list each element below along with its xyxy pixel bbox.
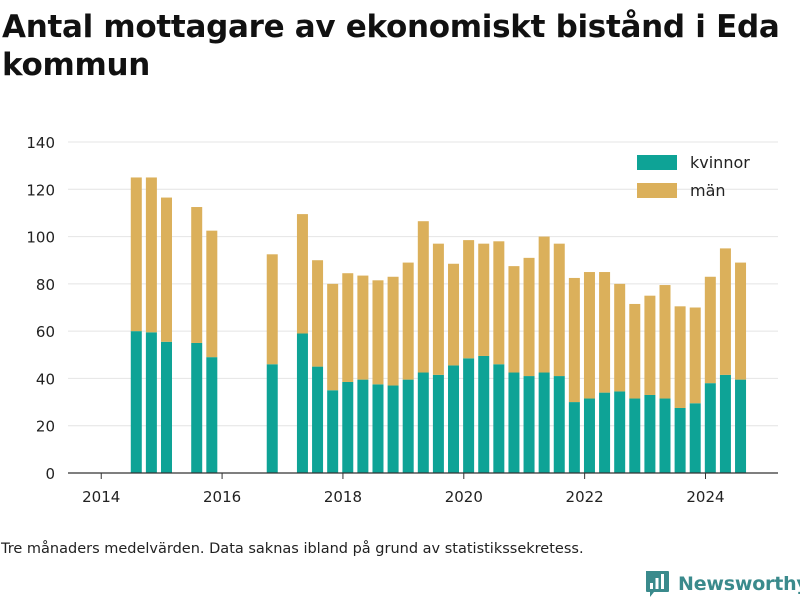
bar-kvinnor [568,402,580,473]
bar-man [357,275,369,380]
bar-man [266,254,278,365]
bar-kvinnor [523,376,535,473]
legend-label-man: män [690,181,726,200]
bar-man [689,307,701,404]
bars [130,177,747,473]
bar-kvinnor [538,372,550,473]
bar-kvinnor [266,364,278,473]
bar-kvinnor [296,333,308,473]
brand-name: Newsworthy [678,573,800,595]
bar-man [206,230,218,358]
bar-kvinnor [493,364,505,473]
y-tick-label: 80 [36,276,55,294]
bar-man [674,306,686,408]
bar-man [130,177,142,332]
y-tick-label: 140 [26,134,55,152]
legend-swatch-man [637,183,677,198]
bar-man [312,260,324,367]
bar-kvinnor [432,374,444,473]
legend-label-kvinnor: kvinnor [690,153,750,172]
bar-man [417,221,429,373]
footnote: Tre månaders medelvärden. Data saknas ib… [1,541,584,557]
y-tick-label: 20 [36,418,55,436]
bar-kvinnor [478,355,490,473]
x-tick-label: 2016 [203,488,241,506]
bar-kvinnor [659,398,671,473]
bar-kvinnor [160,341,172,473]
bar-kvinnor [674,407,686,473]
bar-kvinnor [191,342,203,473]
bar-kvinnor [704,383,716,473]
bar-kvinnor [735,379,747,473]
bar-man [735,262,747,380]
bar-man [583,272,595,399]
bar-man [387,276,399,386]
y-tick-label: 60 [36,323,55,341]
legend-swatch-kvinnor [637,155,677,170]
legend: kvinnor män [637,153,750,200]
y-tick-label: 40 [36,370,55,388]
bar-kvinnor [372,384,384,473]
bar-man [478,243,490,356]
y-tick-label: 120 [26,181,55,199]
y-tick-label: 0 [45,465,55,483]
bar-man [463,240,475,359]
bar-man [145,177,157,333]
bar-kvinnor [357,379,369,473]
bar-man [432,243,444,375]
bar-chart-logo-icon [646,571,669,597]
bar-kvinnor [206,357,218,473]
bar-man [402,262,414,380]
bar-man [553,243,565,377]
bar-man [614,283,626,392]
chart-title: Antal mottagare av ekonomiskt bistånd i … [2,9,780,83]
bar-kvinnor [417,372,429,473]
bar-kvinnor [614,391,626,473]
x-tick-label: 2018 [324,488,362,506]
bar-kvinnor [145,332,157,473]
x-tick-label: 2024 [686,488,724,506]
bar-kvinnor [689,403,701,473]
bar-kvinnor [508,372,520,473]
bar-man [342,273,354,382]
bar-man [704,276,716,384]
bar-man [448,263,460,366]
bar-kvinnor [327,390,339,473]
bar-man [493,241,505,365]
bar-man [599,272,611,393]
bar-man [719,248,731,375]
brand-logo[interactable]: Newsworthy [644,569,800,599]
bar-man [523,257,535,377]
bar-kvinnor [463,358,475,473]
bar-kvinnor [130,331,142,473]
x-tick-label: 2020 [445,488,483,506]
bar-man [568,277,580,403]
bar-kvinnor [719,374,731,473]
bar-man [296,214,308,334]
y-tick-label: 100 [26,229,55,247]
bar-kvinnor [448,365,460,473]
bar-kvinnor [629,398,641,473]
bar-kvinnor [644,394,656,473]
bar-kvinnor [387,385,399,473]
bar-man [538,236,550,373]
x-tick-label: 2014 [82,488,120,506]
bar-kvinnor [583,398,595,473]
axes: 0 20 40 60 80 100 120 140 2014 2016 2018 2020 2022 20… [26,134,778,506]
bar-kvinnor [599,392,611,473]
bar-man [659,285,671,399]
bar-chart: 0 20 40 60 80 100 120 140 2014 2016 2018 2020 2022 20… [26,134,778,506]
bar-man [327,283,339,391]
bar-man [508,266,520,373]
bar-kvinnor [312,366,324,473]
bar-man [191,207,203,343]
bar-kvinnor [553,376,565,473]
bar-kvinnor [342,381,354,473]
x-tick-label: 2022 [566,488,604,506]
bar-kvinnor [402,379,414,473]
bar-man [372,280,384,385]
bar-man [644,295,656,395]
bar-man [629,303,641,399]
bar-man [160,197,172,342]
